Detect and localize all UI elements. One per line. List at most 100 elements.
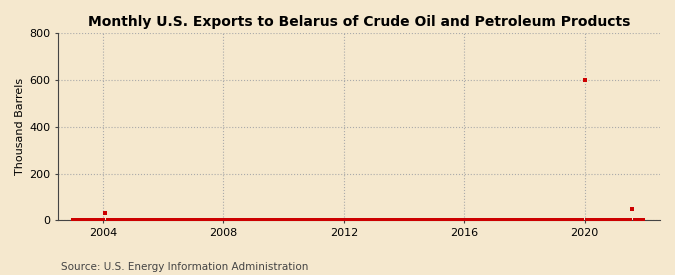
Point — [319, 218, 329, 222]
Point — [263, 218, 274, 222]
Point — [379, 218, 389, 222]
Point — [431, 218, 442, 222]
Point — [221, 218, 232, 222]
Point — [105, 218, 116, 222]
Point — [537, 218, 547, 222]
Point — [574, 218, 585, 222]
Point — [449, 218, 460, 222]
Point — [213, 218, 224, 222]
Point — [369, 218, 379, 222]
Point — [519, 218, 530, 222]
Point — [356, 218, 367, 222]
Point — [193, 218, 204, 222]
Point — [479, 218, 490, 222]
Point — [253, 218, 264, 222]
Point — [399, 218, 410, 222]
Point — [564, 218, 575, 222]
Point — [526, 218, 537, 222]
Point — [269, 218, 279, 222]
Point — [276, 218, 287, 222]
Point — [138, 218, 148, 222]
Point — [107, 218, 118, 222]
Point — [381, 218, 392, 222]
Point — [85, 218, 96, 222]
Point — [90, 218, 101, 222]
Point — [351, 218, 362, 222]
Point — [336, 218, 347, 222]
Point — [326, 218, 337, 222]
Point — [474, 218, 485, 222]
Point — [329, 218, 340, 222]
Point — [557, 218, 568, 222]
Point — [115, 218, 126, 222]
Point — [323, 218, 334, 222]
Point — [392, 218, 402, 222]
Point — [592, 218, 603, 222]
Point — [411, 218, 422, 222]
Point — [303, 218, 314, 222]
Point — [547, 218, 558, 222]
Point — [126, 218, 136, 222]
Point — [208, 218, 219, 222]
Point — [205, 218, 216, 222]
Point — [238, 218, 249, 222]
Point — [354, 218, 364, 222]
Point — [464, 218, 475, 222]
Point — [371, 218, 382, 222]
Point — [597, 218, 608, 222]
Point — [562, 218, 572, 222]
Point — [183, 218, 194, 222]
Point — [534, 218, 545, 222]
Point — [130, 218, 141, 222]
Point — [404, 218, 414, 222]
Point — [599, 218, 610, 222]
Point — [567, 218, 578, 222]
Point — [374, 218, 385, 222]
Point — [163, 218, 173, 222]
Point — [406, 218, 417, 222]
Point — [341, 218, 352, 222]
Point — [261, 218, 271, 222]
Point — [256, 218, 267, 222]
Point — [278, 218, 289, 222]
Point — [228, 218, 239, 222]
Point — [436, 218, 447, 222]
Point — [70, 218, 81, 222]
Point — [321, 218, 332, 222]
Point — [499, 218, 510, 222]
Point — [176, 218, 186, 222]
Point — [346, 218, 357, 222]
Point — [286, 218, 296, 222]
Point — [246, 218, 256, 222]
Point — [168, 218, 179, 222]
Point — [339, 218, 350, 222]
Point — [514, 218, 525, 222]
Point — [401, 218, 412, 222]
Point — [364, 218, 375, 222]
Point — [113, 218, 124, 222]
Point — [481, 218, 492, 222]
Point — [128, 218, 138, 222]
Point — [223, 218, 234, 222]
Point — [539, 218, 550, 222]
Point — [512, 218, 522, 222]
Point — [231, 218, 242, 222]
Point — [196, 218, 207, 222]
Point — [273, 218, 284, 222]
Point — [532, 218, 543, 222]
Point — [389, 218, 400, 222]
Point — [180, 218, 191, 222]
Point — [151, 218, 161, 222]
Point — [522, 218, 533, 222]
Point — [624, 218, 635, 222]
Point — [477, 218, 487, 222]
Point — [367, 218, 377, 222]
Point — [554, 218, 565, 222]
Point — [421, 218, 432, 222]
Point — [622, 218, 633, 222]
Point — [218, 218, 229, 222]
Point — [459, 218, 470, 222]
Point — [198, 218, 209, 222]
Point — [266, 218, 277, 222]
Point — [376, 218, 387, 222]
